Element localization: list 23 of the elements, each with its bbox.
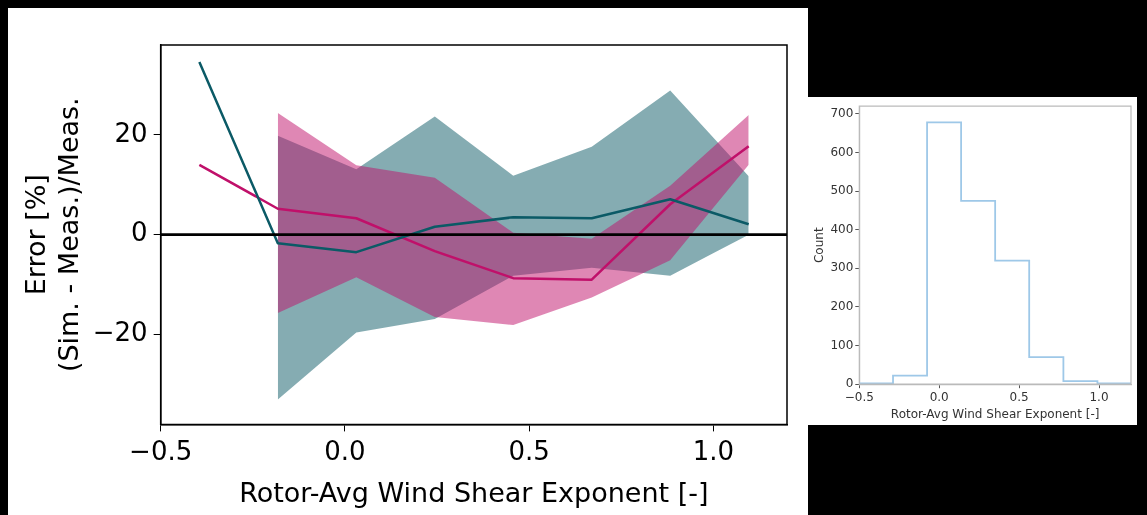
x-axis-title: Rotor-Avg Wind Shear Exponent [-] [890, 406, 1100, 421]
x-tick-label: 0.5 [508, 435, 550, 466]
y-tick-label: −20 [92, 317, 148, 348]
y-tick-label: 100 [830, 337, 854, 352]
x-tick-label: −0.5 [844, 389, 874, 404]
y-tick-label: 700 [830, 106, 854, 121]
y-tick-label: 0 [131, 217, 148, 248]
x-axis-title: Rotor-Avg Wind Shear Exponent [-] [239, 476, 709, 508]
y-tick-label: 400 [830, 221, 854, 236]
y-tick-label: 300 [830, 260, 854, 275]
y-axis-title: Count [812, 227, 827, 264]
y-tick-label: 600 [830, 144, 854, 159]
x-tick-label: 0.0 [929, 389, 949, 404]
y-tick-label: 500 [830, 183, 854, 198]
x-tick-label: 0.5 [1009, 389, 1029, 404]
y-axis-title: Error [%] (Sim. - Meas.)/Meas. [20, 97, 84, 373]
y-tick-label: 0 [845, 376, 854, 391]
y-tick-label: 200 [830, 299, 854, 314]
x-tick-label: 1.0 [692, 435, 734, 466]
x-tick-label: 1.0 [1089, 389, 1109, 404]
x-tick-label: −0.5 [129, 435, 193, 466]
x-tick-label: 0.0 [324, 435, 366, 466]
y-tick-label: 20 [114, 117, 148, 148]
